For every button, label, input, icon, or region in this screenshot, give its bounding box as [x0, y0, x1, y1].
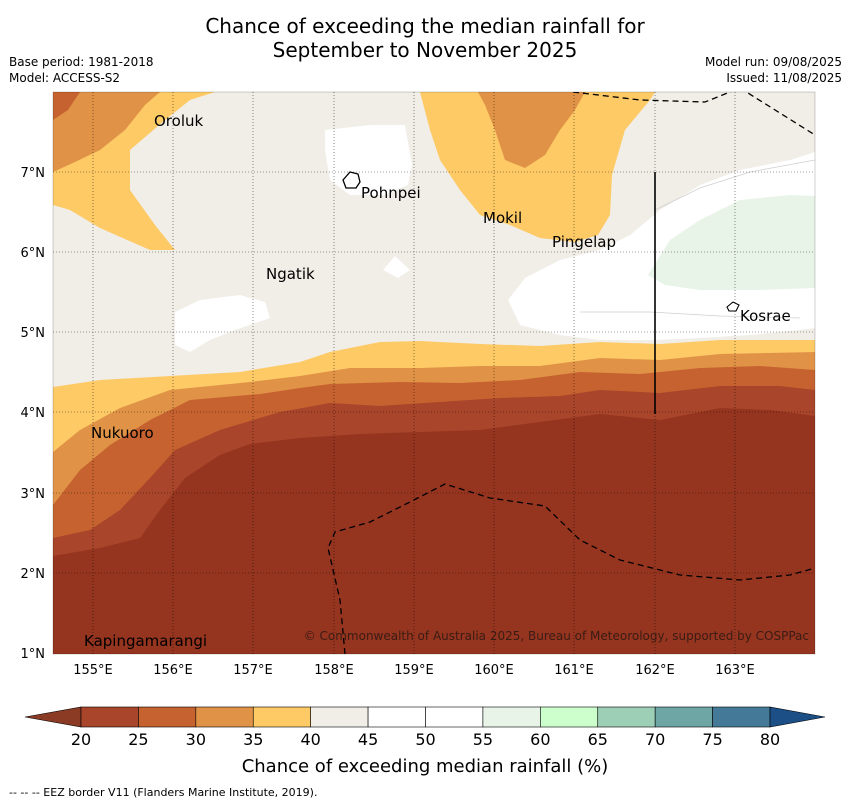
colorbar-tick-label: 25 — [128, 730, 149, 749]
map-contours — [53, 92, 815, 654]
colorbar-segment — [310, 706, 369, 728]
place-label-pingelap: Pingelap — [552, 233, 616, 251]
place-label-nukuoro: Nukuoro — [91, 424, 154, 442]
colorbar-tick-label: 40 — [300, 730, 321, 749]
lon-tick: 161°E — [554, 663, 594, 678]
colorbar-under-arrow — [24, 706, 82, 728]
colorbar-segment — [540, 706, 599, 728]
copyright-text: © Commonwealth of Australia 2025, Bureau… — [304, 629, 809, 643]
lat-tick: 1°N — [21, 647, 46, 662]
issued-text: Issued: 11/08/2025 — [726, 71, 842, 85]
lon-tick: 160°E — [474, 663, 514, 678]
colorbar-segment — [654, 706, 713, 728]
colorbar-over-arrow — [769, 706, 826, 728]
colorbar-tick-label: 55 — [472, 730, 494, 749]
colorbar-segment — [138, 706, 197, 728]
base-period-text: Base period: 1981-2018 — [9, 55, 154, 69]
chart-title-line1: Chance of exceeding the median rainfall … — [205, 14, 645, 38]
lat-tick: 4°N — [21, 406, 46, 421]
colorbar-tick-label: 20 — [70, 730, 92, 749]
pohnpei-island-shape — [342, 171, 361, 189]
lon-tick: 158°E — [314, 663, 354, 678]
lon-tick: 159°E — [394, 663, 434, 678]
lat-tick: 7°N — [21, 166, 46, 181]
rainfall-map: Oroluk Pohnpei Mokil Pingelap Ngatik Kos… — [21, 91, 816, 678]
colorbar-tick-label: 75 — [702, 730, 723, 749]
lon-tick: 157°E — [233, 663, 273, 678]
place-label-mokil: Mokil — [483, 209, 522, 227]
colorbar — [24, 706, 826, 728]
colorbar-segment — [425, 706, 484, 728]
colorbar-tick-label: 70 — [644, 730, 666, 749]
colorbar-label: Chance of exceeding median rainfall (%) — [241, 756, 609, 777]
lat-tick: 3°N — [21, 487, 46, 502]
eez-footnote: -- -- -- EEZ border V11 (Flanders Marine… — [9, 786, 318, 799]
lat-tick: 6°N — [21, 246, 46, 261]
colorbar-segment — [712, 706, 771, 728]
lon-tick: 163°E — [715, 663, 755, 678]
lon-tick: 156°E — [153, 663, 193, 678]
colorbar-tick-label: 45 — [357, 730, 379, 749]
colorbar-segment — [252, 706, 311, 728]
colorbar-segment — [597, 706, 656, 728]
place-label-oroluk: Oroluk — [154, 112, 203, 130]
colorbar-tick-label: 60 — [530, 730, 551, 749]
colorbar-tick-label: 35 — [243, 730, 264, 749]
lon-tick: 155°E — [73, 663, 113, 678]
model-text: Model: ACCESS-S2 — [9, 71, 121, 85]
place-label-kapingamarangi: Kapingamarangi — [84, 632, 207, 650]
colorbar-tick-label: 80 — [759, 730, 781, 749]
colorbar-segment — [195, 706, 254, 728]
model-run-text: Model run: 09/08/2025 — [704, 55, 842, 69]
colorbar-tick-label: 30 — [185, 730, 206, 749]
chart-title-line2: September to November 2025 — [272, 38, 578, 62]
kosrae-island-shape — [726, 301, 740, 312]
colorbar-segment — [80, 706, 139, 728]
colorbar-segment — [367, 706, 426, 728]
colorbar-tick-label: 65 — [587, 730, 608, 749]
lat-tick: 5°N — [21, 326, 46, 341]
place-label-kosrae: Kosrae — [740, 307, 791, 325]
place-label-ngatik: Ngatik — [266, 265, 315, 283]
lon-tick: 162°E — [635, 663, 675, 678]
place-label-pohnpei: Pohnpei — [361, 184, 421, 202]
lat-tick: 2°N — [21, 567, 46, 582]
colorbar-tick-label: 50 — [415, 730, 436, 749]
colorbar-segment — [482, 706, 541, 728]
